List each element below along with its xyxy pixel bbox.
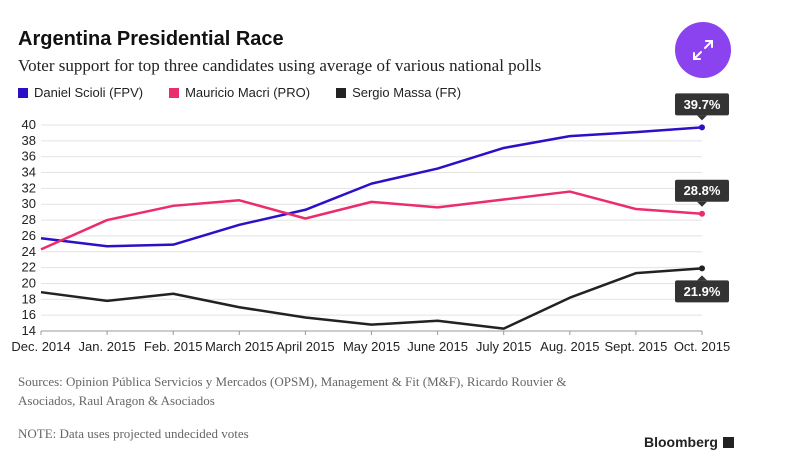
y-tick-label: 14 [22, 323, 36, 338]
x-tick-label: June 2015 [407, 339, 468, 354]
x-tick-label: July 2015 [476, 339, 532, 354]
y-tick-label: 40 [22, 117, 36, 132]
x-tick-label: Dec. 2014 [11, 339, 70, 354]
y-tick-label: 20 [22, 275, 36, 290]
x-tick-label: Sept. 2015 [604, 339, 667, 354]
chart-subtitle: Voter support for top three candidates u… [18, 56, 542, 75]
legend-item-massa: Sergio Massa (FR) [336, 85, 461, 100]
end-label: 28.8% [684, 183, 721, 198]
legend-label-massa: Sergio Massa (FR) [352, 85, 462, 100]
end-marker-1 [699, 210, 705, 217]
x-tick-label: April 2015 [276, 339, 335, 354]
legend: Daniel Scioli (FPV) Mauricio Macri (PRO)… [18, 85, 461, 100]
sources-text: Sources: Opinion Pública Servicios y Mer… [18, 374, 567, 408]
x-tick-label: Oct. 2015 [674, 339, 730, 354]
bloomberg-chart-icon [722, 436, 734, 448]
end-marker-0 [699, 124, 705, 131]
y-tick-label: 32 [22, 180, 36, 195]
x-tick-label: March 2015 [205, 339, 274, 354]
x-tick-label: May 2015 [343, 339, 400, 354]
y-tick-label: 28 [22, 212, 36, 227]
end-label: 39.7% [684, 97, 721, 112]
x-tick-label: Feb. 2015 [144, 339, 203, 354]
x-tick-label: Jan. 2015 [79, 339, 136, 354]
y-tick-label: 24 [22, 244, 36, 259]
brand-name: Bloomberg [644, 434, 718, 450]
end-label-pointer [697, 275, 707, 281]
bloomberg-logo: Bloomberg [644, 434, 734, 450]
chart-title: Argentina Presidential Race [18, 28, 284, 50]
y-tick-label: 16 [22, 307, 36, 322]
legend-label-macri: Mauricio Macri (PRO) [185, 85, 311, 100]
expand-icon [693, 40, 713, 60]
end-label-box [675, 280, 729, 303]
note-text: NOTE: Data uses projected undecided vote… [18, 426, 249, 441]
expand-button[interactable] [675, 22, 731, 78]
legend-item-macri: Mauricio Macri (PRO) [169, 85, 310, 100]
end-marker-2 [699, 265, 705, 272]
end-label-pointer [697, 115, 707, 121]
y-tick-label: 34 [22, 165, 36, 180]
legend-swatch-scioli [18, 87, 28, 98]
end-label: 21.9% [684, 284, 721, 299]
legend-swatch-macri [169, 87, 180, 98]
end-label-box [675, 179, 729, 202]
legend-item-scioli: Daniel Scioli (FPV) [18, 85, 143, 100]
y-tick-label: 26 [22, 228, 36, 243]
series-line-2 [40, 267, 703, 330]
y-tick-label: 22 [22, 260, 36, 275]
y-tick-label: 30 [22, 196, 36, 211]
series-line-1 [40, 190, 703, 251]
series-line-0 [40, 126, 703, 248]
end-label-box [675, 93, 729, 116]
legend-swatch-massa [336, 87, 347, 98]
x-tick-label: Aug. 2015 [540, 339, 599, 354]
legend-label-scioli: Daniel Scioli (FPV) [34, 85, 144, 100]
y-tick-label: 18 [22, 291, 36, 306]
y-tick-label: 36 [22, 149, 36, 164]
y-tick-label: 38 [22, 133, 36, 148]
end-label-pointer [697, 201, 707, 207]
